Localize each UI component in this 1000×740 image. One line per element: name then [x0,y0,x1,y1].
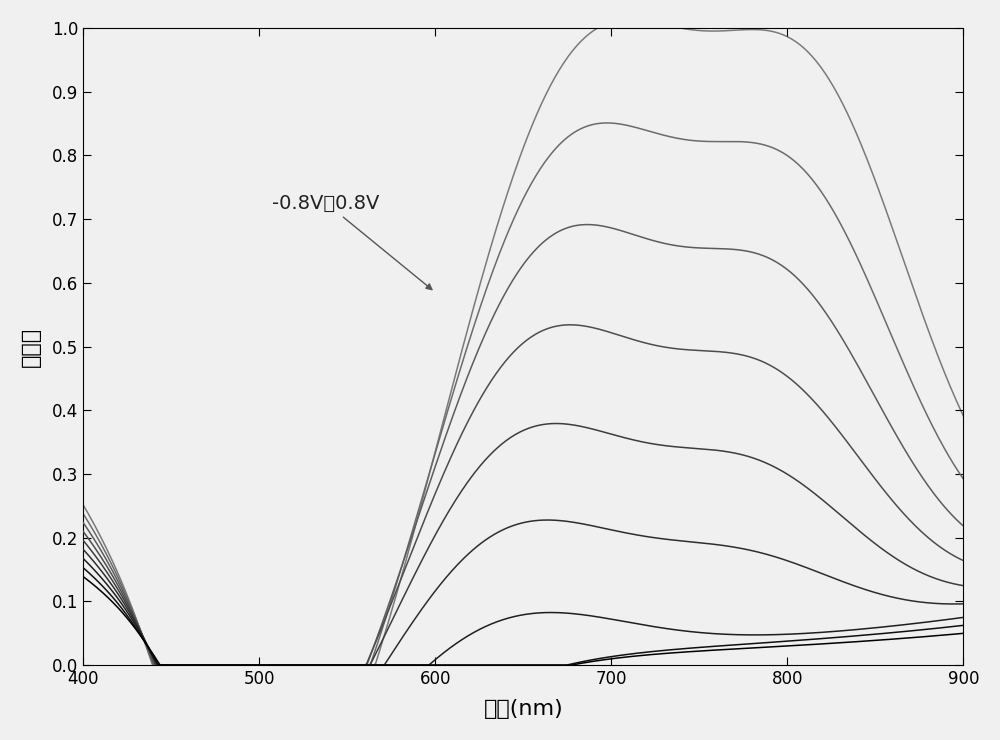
X-axis label: 波长(nm): 波长(nm) [483,699,563,719]
Y-axis label: 吸光度: 吸光度 [21,326,41,366]
Text: -0.8V～0.8V: -0.8V～0.8V [272,194,432,289]
